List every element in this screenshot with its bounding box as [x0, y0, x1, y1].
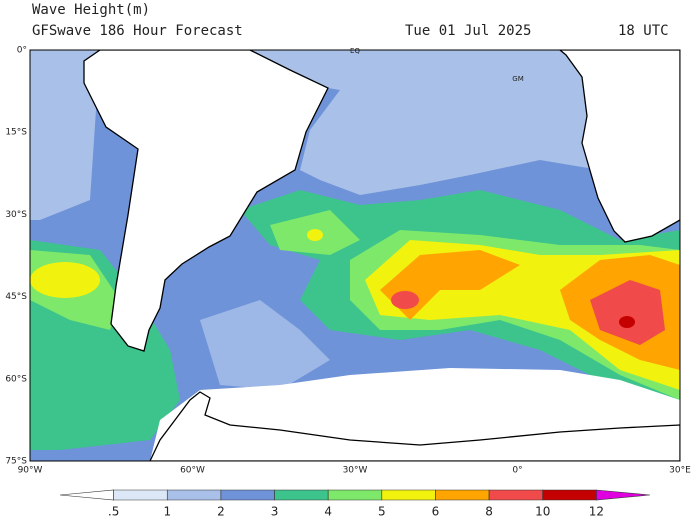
- place-label: GM: [512, 75, 523, 83]
- title: Wave Height(m): [32, 2, 150, 18]
- lat-label: 60°S: [5, 374, 27, 384]
- date: Tue 01 Jul 2025: [405, 23, 531, 39]
- lon-label: 60°W: [180, 466, 205, 476]
- lat-label: 15°S: [5, 128, 27, 138]
- colorbar-label: 5: [378, 505, 386, 519]
- lon-label: 30°W: [343, 466, 368, 476]
- lat-label: 75°S: [5, 457, 27, 467]
- colorbar-label: 12: [589, 505, 604, 519]
- colorbar-label: 10: [535, 505, 550, 519]
- colorbar-swatch: [381, 489, 436, 501]
- colorbar-label: 2: [217, 505, 225, 519]
- colorbar-swatch: [59, 489, 114, 501]
- colorbar-label: 6: [432, 505, 440, 519]
- colorbar-label: .5: [108, 505, 119, 519]
- map-field: [29, 49, 681, 462]
- colorbar-swatch: [274, 489, 329, 501]
- colorbar-swatch: [166, 489, 222, 501]
- colorbar-label: 4: [324, 505, 332, 519]
- lat-label: 0°: [17, 46, 27, 56]
- lon-label: 90°W: [18, 466, 43, 476]
- colorbar-swatch: [113, 489, 168, 501]
- lat-label: 30°S: [5, 210, 27, 220]
- colorbar-swatch: [220, 489, 275, 501]
- time: 18 UTC: [618, 23, 669, 39]
- colorbar-swatch: [435, 489, 490, 501]
- lat-label: 45°S: [5, 292, 27, 302]
- subtitle: GFSwave 186 Hour Forecast: [32, 23, 243, 39]
- colorbar-label: 3: [271, 505, 279, 519]
- colorbar-swatch: [327, 489, 383, 501]
- colorbar-swatch: [488, 489, 544, 501]
- place-label: EQ: [350, 47, 360, 55]
- lon-label: 30°E: [669, 466, 691, 476]
- colorbar-label: 8: [485, 505, 493, 519]
- colorbar-swatch: [596, 489, 651, 501]
- colorbar-label: 1: [163, 505, 171, 519]
- lon-label: 0°: [512, 466, 522, 476]
- colorbar-swatch: [542, 489, 597, 501]
